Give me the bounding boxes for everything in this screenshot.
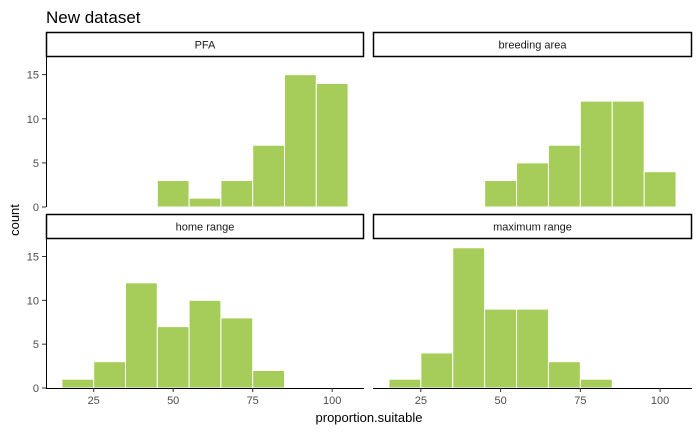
facet-panel: breeding area: [372, 31, 693, 208]
histogram-bar: [220, 180, 254, 208]
histogram-bar: [516, 308, 549, 389]
y-tick-label: 5: [33, 158, 39, 170]
histogram-bar: [284, 74, 317, 208]
y-tick-label: 0: [33, 383, 39, 395]
facet-strip-label: maximum range: [493, 222, 572, 234]
y-tick-label: 0: [33, 202, 39, 214]
y-axis-title: count: [7, 204, 22, 236]
histogram-bar: [547, 361, 581, 389]
histogram-bar: [388, 378, 422, 389]
facet-panel: home range 25 50 75 100 0 5 10 15: [27, 213, 365, 407]
histogram-bar: [125, 282, 158, 389]
facet-strip-label: PFA: [195, 40, 216, 52]
histogram-bar: [484, 180, 518, 208]
facet-strip: [372, 31, 693, 58]
histogram-bar: [61, 378, 95, 389]
histogram-bar: [547, 144, 581, 208]
x-tick-label: 50: [167, 395, 179, 407]
histogram-bar: [579, 100, 613, 208]
facet-strip-label: home range: [176, 222, 235, 234]
y-tick-label: 10: [27, 114, 39, 126]
x-tick-label: 75: [247, 395, 259, 407]
facet-strip: [45, 213, 365, 240]
y-tick-label: 15: [27, 252, 39, 264]
histogram-bar: [252, 144, 285, 208]
histogram-bar: [579, 378, 613, 389]
histogram-bar: [156, 326, 190, 389]
x-tick-label: 100: [323, 395, 341, 407]
histogram-bar: [643, 171, 677, 208]
x-tick-label: 25: [88, 395, 100, 407]
histogram-bar: [188, 299, 222, 389]
histogram-bar: [484, 308, 518, 389]
facet-panel: PFA 0 5 10 15: [27, 31, 365, 214]
histogram-bar: [315, 82, 349, 208]
x-tick-label: 100: [651, 395, 669, 407]
histogram-bar: [156, 180, 190, 208]
x-tick-label: 25: [415, 395, 427, 407]
facet-panel: maximum range 25 50 75 100: [372, 213, 693, 407]
histogram-bar: [93, 361, 126, 389]
chart-title: New dataset: [46, 8, 141, 27]
y-tick-label: 10: [27, 295, 39, 307]
x-tick-label: 50: [494, 395, 506, 407]
facet-strip: [372, 213, 693, 240]
y-tick-label: 15: [27, 70, 39, 82]
histogram-bar: [220, 317, 254, 389]
histogram-bar: [452, 247, 486, 389]
histogram-bar: [420, 352, 454, 389]
facet-strip-label: breeding area: [499, 40, 568, 52]
histogram-bar: [188, 197, 222, 208]
y-tick-label: 5: [33, 339, 39, 351]
histogram-bar: [252, 369, 285, 389]
facet-strip: [45, 31, 365, 58]
histogram-bar: [516, 162, 549, 208]
x-axis-title: proportion.suitable: [316, 410, 423, 425]
histogram-bar: [611, 100, 645, 208]
x-tick-label: 75: [574, 395, 586, 407]
